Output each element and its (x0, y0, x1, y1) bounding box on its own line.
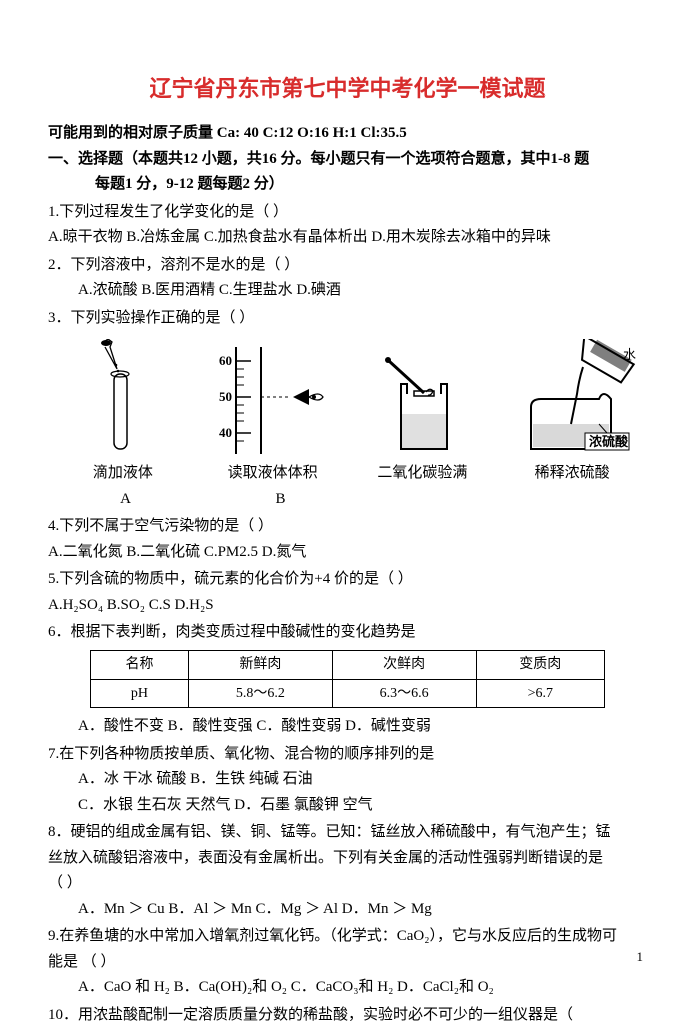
figure-b: 60 50 40 (200, 339, 342, 459)
th-part: 次鲜肉 (332, 650, 476, 679)
td-bad: >6.7 (476, 679, 605, 708)
question-1: 1.下列过程发生了化学变化的是（ ） (48, 200, 647, 226)
figure-d: 水 浓硫酸 (505, 339, 647, 459)
question-8-l2: 丝放入硫酸铝溶液中，表面没有金属析出。下列有关金属的活动性强弱判断错误的是 (48, 846, 647, 872)
question-9-options: A．CaO 和 H₂ B．Ca(OH)₂和 O₂ C．CaCO₃和 H₂ D．C… (48, 975, 647, 1001)
question-6: 6．根据下表判断，肉类变质过程中酸碱性的变化趋势是 (48, 620, 647, 646)
cylinder-read-icon: 60 50 40 (211, 339, 331, 459)
question-1-options: A.晾干衣物 B.冶炼金属 C.加热食盐水有晶体析出 D.用木炭除去冰箱中的异味 (48, 225, 647, 251)
caption-d: 稀释浓硫酸 (497, 461, 647, 487)
atomic-masses: 可能用到的相对原子质量 Ca: 40 C:12 O:16 H:1 Cl:35.5 (48, 121, 647, 147)
caption-row: 滴加液体 读取液体体积 二氧化碳验满 稀释浓硫酸 (48, 461, 647, 487)
question-7-options-a: A．冰 干冰 硫酸 B．生铁 纯碱 石油 (48, 767, 647, 793)
th-name: 名称 (90, 650, 188, 679)
question-5-options: A.H₂SO₄ B.SO₂ C.S D.H₂S (48, 593, 647, 619)
co2-bottle-icon (374, 339, 474, 459)
question-3: 3．下列实验操作正确的是（ ） (48, 306, 647, 332)
svg-text:水: 水 (623, 347, 636, 362)
table-row: pH 5.8～6.2 6.3～6.6 >6.7 (90, 679, 604, 708)
caption-c: 二氧化碳验满 (348, 461, 498, 487)
question-7: 7.在下列各种物质按单质、氧化物、混合物的顺序排列的是 (48, 742, 647, 768)
question-6-options: A．酸性不变 B．酸性变强 C．酸性变弱 D．碱性变弱 (48, 714, 647, 740)
question-7-options-b: C．水银 生石灰 天然气 D．石墨 氯酸钾 空气 (48, 793, 647, 819)
question-2-options: A.浓硫酸 B.医用酒精 C.生理盐水 D.碘酒 (48, 278, 647, 304)
th-fresh: 新鲜肉 (188, 650, 332, 679)
section1-line1: 一、选择题（本题共12 小题，共16 分。每小题只有一个选项符合题意，其中1-8… (48, 147, 647, 173)
ab-label-row: A B (48, 487, 647, 513)
question-10: 10．用浓盐酸配制一定溶质质量分数的稀盐酸，实验时必不可少的一组仪器是（ (48, 1003, 647, 1028)
figure-row: 60 50 40 水 浓硫酸 (48, 339, 647, 459)
caption-b: 读取液体体积 (198, 461, 348, 487)
caption-a: 滴加液体 (48, 461, 198, 487)
section1-line2: 每题1 分，9-12 题每题2 分） (48, 172, 647, 198)
svg-text:40: 40 (219, 425, 232, 440)
label-a: A (48, 487, 203, 513)
td-part: 6.3～6.6 (332, 679, 476, 708)
svg-text:50: 50 (219, 389, 232, 404)
figure-c (353, 339, 495, 459)
question-8-l3: （ ） (48, 871, 647, 897)
dropper-tube-icon (79, 339, 159, 459)
question-8-options: A．Mn ＞ Cu B．Al ＞ Mn C．Mg ＞ Al D．Mn ＞ Mg (48, 897, 647, 923)
table-row: 名称 新鲜肉 次鲜肉 变质肉 (90, 650, 604, 679)
exam-title: 辽宁省丹东市第七中学中考化学一模试题 (48, 70, 647, 107)
th-bad: 变质肉 (476, 650, 605, 679)
question-8-l1: 8．硬铝的组成金属有铝、镁、铜、锰等。已知：锰丝放入稀硫酸中，有气泡产生；锰 (48, 820, 647, 846)
question-9-l1: 9.在养鱼塘的水中常加入增氧剂过氧化钙。（化学式：CaO₂），它与水反应后的生成… (48, 924, 647, 950)
dilute-acid-icon: 水 浓硫酸 (511, 339, 641, 459)
question-9-l2: 能是 （ ） (48, 950, 647, 976)
label-b: B (203, 487, 358, 513)
question-4: 4.下列不属于空气污染物的是（ ） (48, 514, 647, 540)
question-2: 2．下列溶液中，溶剂不是水的是（ ） (48, 253, 647, 279)
td-ph: pH (90, 679, 188, 708)
svg-text:60: 60 (219, 353, 232, 368)
question-5: 5.下列含硫的物质中，硫元素的化合价为+4 价的是（ ） (48, 567, 647, 593)
question-4-options: A.二氧化氮 B.二氧化硫 C.PM2.5 D.氮气 (48, 540, 647, 566)
svg-text:浓硫酸: 浓硫酸 (589, 434, 629, 449)
td-fresh: 5.8～6.2 (188, 679, 332, 708)
ph-table: 名称 新鲜肉 次鲜肉 变质肉 pH 5.8～6.2 6.3～6.6 >6.7 (90, 650, 605, 709)
figure-a (48, 339, 190, 459)
page-number: 1 (637, 946, 644, 968)
